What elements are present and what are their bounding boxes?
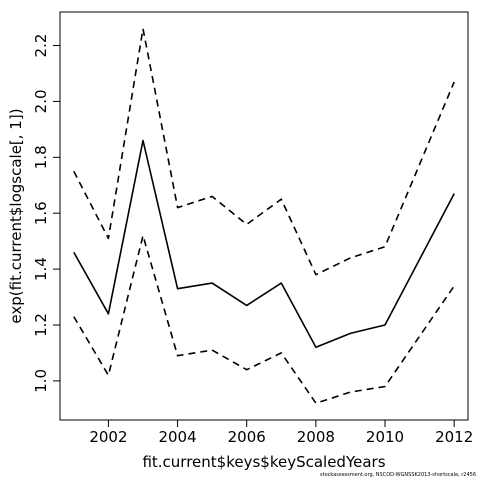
y-tick-label: 1.2 [32,313,50,337]
series-line-lower-bound [73,234,455,405]
x-tick-label: 2012 [435,428,473,446]
x-tick-label: 2004 [158,428,196,446]
series-line-estimate [73,139,455,349]
x-axis: 2002 2004 2006 2008 2010 2012 [89,419,473,446]
x-tick-label: 2002 [89,428,127,446]
x-axis-label: fit.current$keys$keyScaledYears [142,453,385,471]
x-tick-label: 2006 [228,428,266,446]
y-axis: 1.0 1.2 1.4 1.6 1.8 2.0 2.2 [32,34,61,393]
series-line-upper-bound [73,27,455,276]
y-tick-label: 2.2 [32,34,50,58]
plot-area-frame [59,11,469,421]
y-tick-label: 1.6 [32,201,50,225]
series-layer [73,27,455,405]
y-tick-label: 1.8 [32,145,50,169]
footer-note: stockassessment.org, NSCOD-WGNSSK2013-sh… [320,472,476,478]
x-tick-label: 2010 [366,428,404,446]
y-tick-label: 1.0 [32,369,50,393]
x-tick-label: 2008 [297,428,335,446]
y-tick-label: 1.4 [32,257,50,281]
y-tick-label: 2.0 [32,89,50,113]
y-axis-label: exp(fit.current$logscale[, 1]) [7,108,25,323]
